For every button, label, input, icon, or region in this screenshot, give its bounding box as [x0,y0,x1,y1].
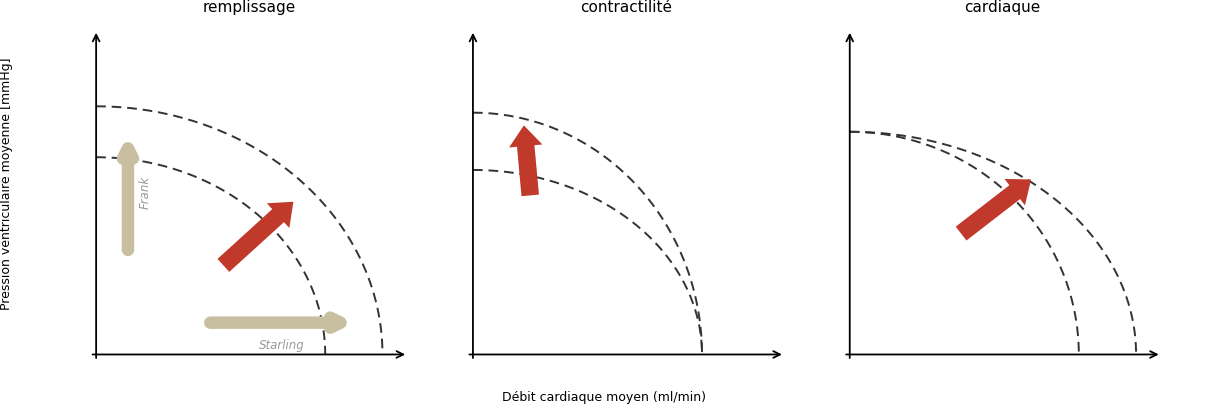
Text: Pression ventriculaire moyenne [mmHg]: Pression ventriculaire moyenne [mmHg] [0,58,12,310]
FancyArrow shape [509,125,543,196]
Text: Starling: Starling [260,339,305,352]
Title: Augmentation du
remplissage: Augmentation du remplissage [183,0,316,15]
Title: Augmentation de
fréquence
cardiaque: Augmentation de fréquence cardiaque [936,0,1069,15]
FancyArrow shape [218,202,294,272]
FancyArrow shape [956,179,1031,240]
Text: Frank: Frank [139,176,152,209]
Text: Débit cardiaque moyen (ml/min): Débit cardiaque moyen (ml/min) [503,391,706,404]
Title: Augmentation de
contractilité: Augmentation de contractilité [560,0,692,15]
